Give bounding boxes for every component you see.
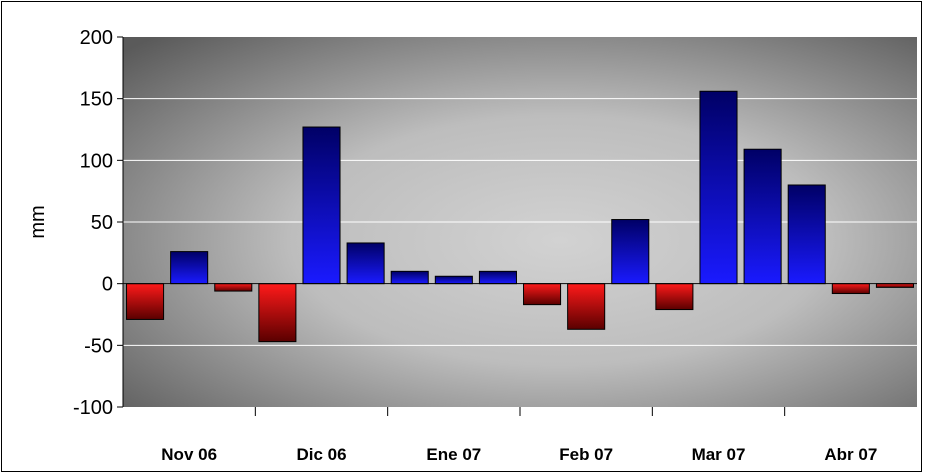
labels: -100 -50 0 50 100 150 200 Nov 06 Dic 06 Ene 07 Feb… bbox=[73, 27, 877, 464]
bar bbox=[126, 283, 165, 320]
y-tick-label: 200 bbox=[80, 27, 113, 49]
x-category-label: Feb 07 bbox=[559, 445, 613, 464]
bar bbox=[655, 283, 694, 311]
bar bbox=[875, 283, 914, 288]
y-tick-label: 100 bbox=[80, 150, 113, 172]
bar bbox=[390, 270, 429, 285]
bar bbox=[302, 126, 341, 285]
bar bbox=[214, 283, 253, 292]
x-category-label: Dic 06 bbox=[296, 445, 346, 464]
y-tick-label: -100 bbox=[73, 397, 113, 419]
x-category-label: Abr 07 bbox=[824, 445, 877, 464]
x-category-label: Mar 07 bbox=[692, 445, 746, 464]
bar bbox=[743, 148, 782, 285]
x-category-label: Nov 06 bbox=[161, 445, 217, 464]
x-category-label: Ene 07 bbox=[426, 445, 481, 464]
y-tick-label: -50 bbox=[84, 335, 113, 357]
y-tick-label: 150 bbox=[80, 89, 113, 111]
bar bbox=[787, 184, 826, 285]
bar bbox=[478, 270, 517, 285]
bar bbox=[567, 283, 606, 330]
axes bbox=[117, 36, 917, 416]
bar bbox=[523, 283, 562, 306]
bar bbox=[699, 90, 738, 285]
bars bbox=[126, 90, 914, 343]
bar bbox=[258, 283, 297, 343]
bar bbox=[170, 251, 209, 285]
bar bbox=[346, 242, 385, 285]
bar bbox=[434, 275, 473, 285]
y-tick-label: 50 bbox=[91, 212, 113, 234]
y-tick-label: 0 bbox=[102, 274, 113, 296]
y-axis-label: mm bbox=[27, 205, 49, 238]
bar bbox=[831, 283, 870, 295]
bar bbox=[611, 219, 650, 285]
